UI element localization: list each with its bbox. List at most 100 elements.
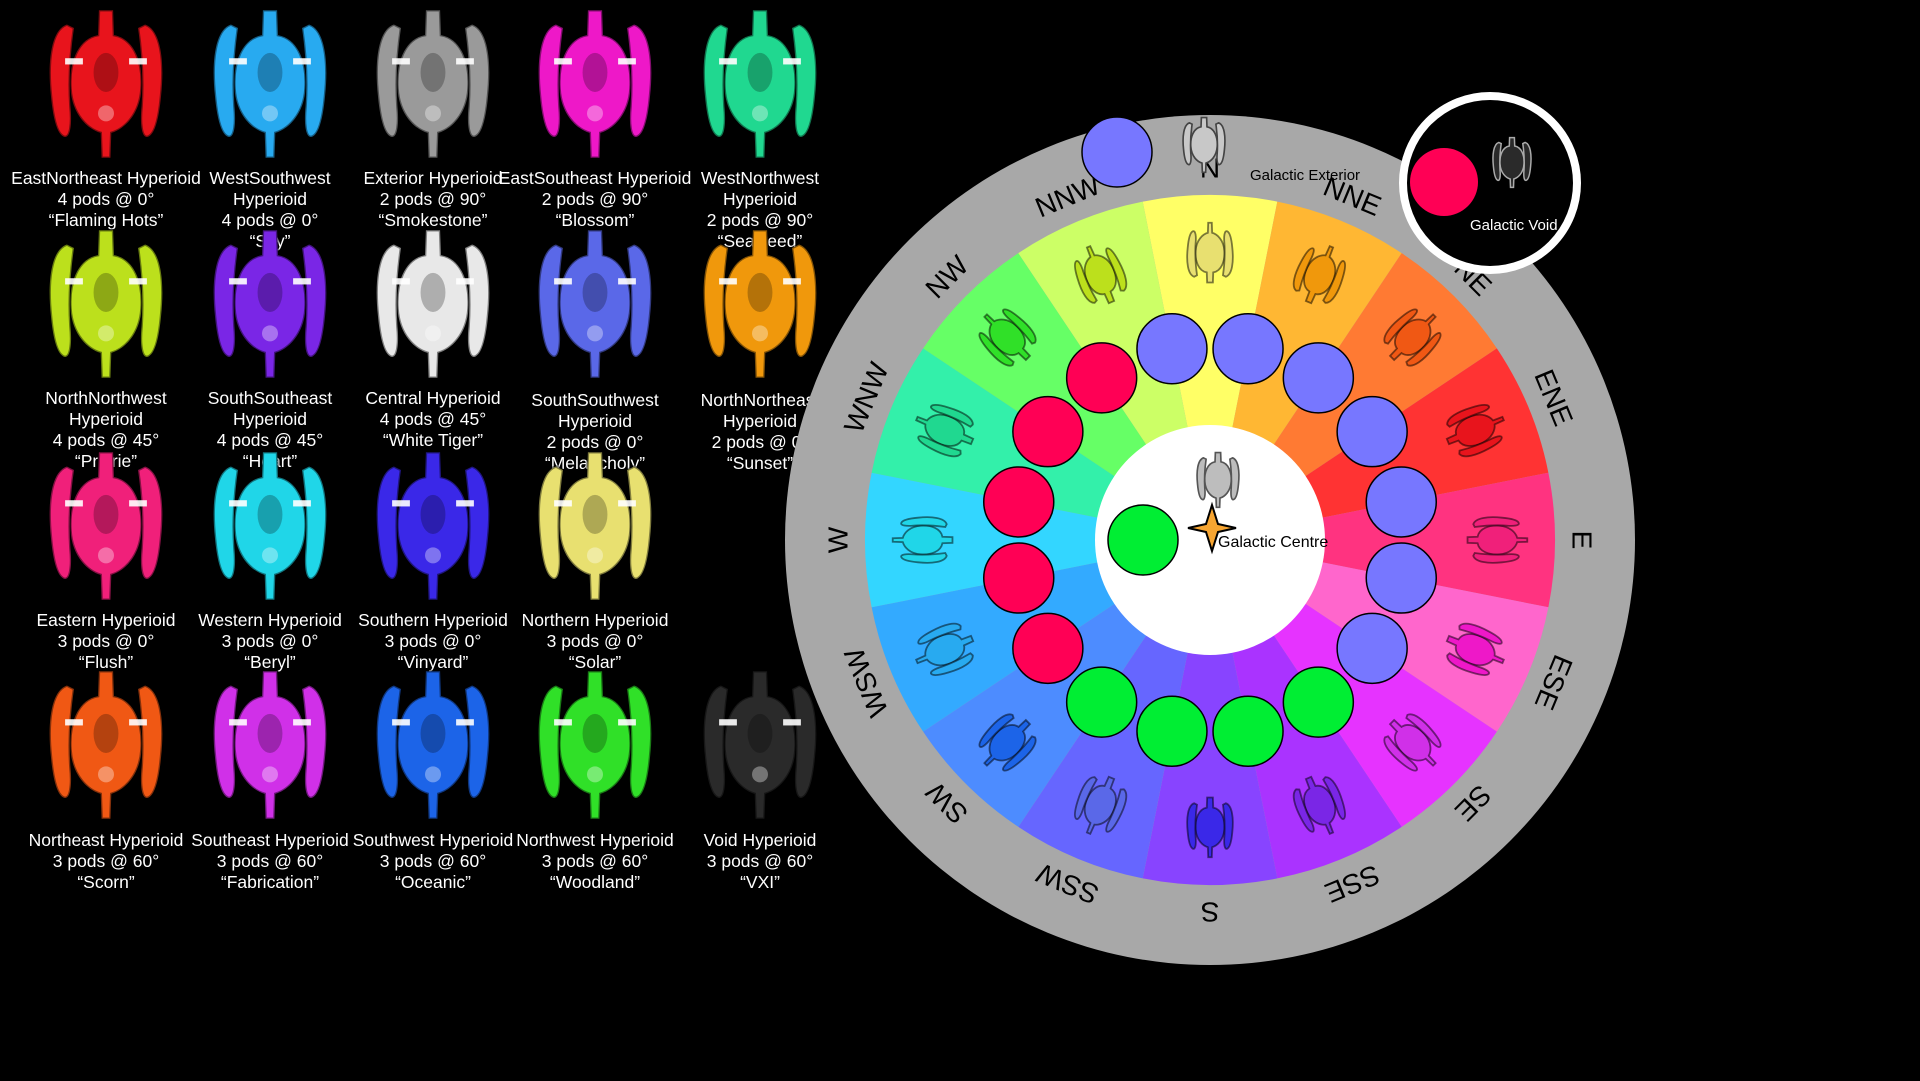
hyperioid-nickname: “Woodland” bbox=[549, 872, 641, 892]
hyperioid-pods: 3 pods @ 60° bbox=[541, 851, 649, 871]
territory-circle bbox=[1212, 695, 1284, 768]
hyperioid-nickname: “Sunset” bbox=[726, 453, 794, 473]
central-ship-icon bbox=[1196, 451, 1240, 509]
hyperioid-pods: 4 pods @ 0° bbox=[57, 189, 155, 209]
territory-circle bbox=[1282, 666, 1355, 738]
hyperioid-card: Southeast Hyperioid 3 pods @ 60° “Fabricat… bbox=[172, 665, 368, 893]
galactic-exterior-circle bbox=[1081, 116, 1153, 188]
hyperioid-name: EastNortheast Hyperioid bbox=[11, 168, 201, 188]
hyperioid-name: NorthNorthwest Hyperioid bbox=[45, 388, 167, 429]
hyperioid-nickname: “Fabrication” bbox=[220, 872, 320, 892]
hyperioid-pods: 4 pods @ 45° bbox=[379, 409, 487, 429]
hyperioid-nickname: “Solar” bbox=[568, 652, 622, 672]
galactic-exterior-label: Galactic Exterior bbox=[1250, 167, 1360, 184]
hyperioid-name: Southern Hyperioid bbox=[358, 610, 508, 630]
hyperioid-pods: 2 pods @ 90° bbox=[541, 189, 649, 209]
territory-circle bbox=[1012, 395, 1084, 468]
territory-circle bbox=[1012, 612, 1084, 685]
hyperioid-name: SouthSoutheast Hyperioid bbox=[207, 388, 333, 429]
galactic-centre-circle bbox=[1107, 504, 1179, 576]
hyperioid-nickname: “Smokestone” bbox=[378, 210, 488, 230]
hyperioid-name: Northeast Hyperioid bbox=[28, 830, 184, 850]
hyperioid-name: SouthSouthwest Hyperioid bbox=[531, 390, 659, 431]
hyperioid-ship-icon bbox=[702, 228, 818, 380]
hyperioid-nickname: “Blossom” bbox=[555, 210, 635, 230]
hyperioid-name: NorthNortheast Hyperioid bbox=[700, 390, 820, 431]
hyperioid-card: Southern Hyperioid 3 pods @ 0° “Vinyard” bbox=[335, 446, 531, 673]
direction-ship-w bbox=[891, 516, 954, 564]
hyperioid-name: Western Hyperioid bbox=[198, 610, 342, 630]
hyperioid-name: Southeast Hyperioid bbox=[191, 830, 349, 850]
direction-ship-e bbox=[1466, 516, 1529, 564]
hyperioid-name: Northern Hyperioid bbox=[521, 610, 669, 630]
direction-ship-n bbox=[1186, 221, 1234, 284]
hyperioid-ship-icon bbox=[375, 669, 491, 821]
hyperioid-name: WestNorthwest Hyperioid bbox=[700, 168, 820, 209]
hyperioid-pods: 4 pods @ 45° bbox=[52, 430, 160, 450]
territory-circle bbox=[982, 466, 1055, 538]
hyperioid-nickname: “VXI” bbox=[740, 872, 780, 892]
territory-circle bbox=[1212, 312, 1284, 385]
exterior-ship-icon bbox=[1182, 116, 1226, 174]
hyperioid-nickname: “White Tiger” bbox=[382, 430, 484, 450]
hyperioid-ship-icon bbox=[375, 450, 491, 602]
hyperioid-nickname: “Scorn” bbox=[77, 872, 135, 892]
hyperioid-name: EastSoutheast Hyperioid bbox=[498, 168, 692, 188]
hyperioid-card: Northwest Hyperioid 3 pods @ 60° “Woodland… bbox=[497, 665, 693, 893]
hyperioid-pods: 2 pods @ 90° bbox=[379, 189, 487, 209]
hyperioid-card: Void Hyperioid 3 pods @ 60° “VXI” bbox=[662, 665, 858, 893]
hyperioid-ship-icon bbox=[537, 450, 653, 602]
hyperioid-catalog: EastNortheast Hyperioid 4 pods @ 0° “Flami… bbox=[8, 4, 858, 893]
hyperioid-card: Exterior Hyperioid 2 pods @ 90° “Smokeston… bbox=[335, 4, 531, 231]
hyperioid-ship-icon bbox=[212, 450, 328, 602]
territory-circle bbox=[1282, 342, 1355, 414]
hyperioid-ship-icon bbox=[537, 8, 653, 160]
hyperioid-name: Central Hyperioid bbox=[365, 388, 501, 408]
hyperioid-ship-icon bbox=[212, 669, 328, 821]
segment-w bbox=[864, 472, 1210, 608]
hyperioid-pods: 3 pods @ 0° bbox=[57, 631, 155, 651]
hyperioid-card: Southwest Hyperioid 3 pods @ 60° “Oceanic” bbox=[335, 665, 531, 893]
hyperioid-card: Northern Hyperioid 3 pods @ 0° “Solar” bbox=[497, 446, 693, 673]
hyperioid-pods: 4 pods @ 0° bbox=[221, 210, 319, 230]
hyperioid-ship-icon bbox=[48, 8, 164, 160]
galactic-void-zone bbox=[1399, 92, 1581, 274]
hyperioid-pods: 2 pods @ 0° bbox=[711, 432, 809, 452]
territory-circle bbox=[982, 542, 1055, 614]
hyperioid-nickname: “Flaming Hots” bbox=[48, 210, 164, 230]
hyperioid-ship-icon bbox=[537, 228, 653, 380]
hyperioid-card: Central Hyperioid 4 pods @ 45° “White Tige… bbox=[335, 224, 531, 451]
territory-circle bbox=[1365, 466, 1438, 538]
hyperioid-card: Eastern Hyperioid 3 pods @ 0° “Flush” bbox=[8, 446, 204, 673]
territory-circle bbox=[1365, 542, 1438, 614]
hyperioid-name: WestSouthwest Hyperioid bbox=[209, 168, 331, 209]
hyperioid-card: EastNortheast Hyperioid 4 pods @ 0° “Flami… bbox=[8, 4, 204, 231]
hyperioid-ship-icon bbox=[702, 669, 818, 821]
hyperioid-pods: 3 pods @ 0° bbox=[221, 631, 319, 651]
hyperioid-ship-icon bbox=[212, 8, 328, 160]
hyperioid-name: Eastern Hyperioid bbox=[36, 610, 176, 630]
hyperioid-pods: 2 pods @ 90° bbox=[706, 210, 814, 230]
hyperioid-pods: 3 pods @ 60° bbox=[706, 851, 814, 871]
direction-ship-s bbox=[1186, 796, 1234, 859]
galactic-void-circle bbox=[1410, 148, 1478, 216]
hyperioid-pods: 3 pods @ 0° bbox=[384, 631, 482, 651]
hyperioid-nickname: “Oceanic” bbox=[395, 872, 471, 892]
territory-circle bbox=[1065, 342, 1138, 414]
hyperioid-nickname: “Vinyard” bbox=[397, 652, 469, 672]
hyperioid-pods: 2 pods @ 0° bbox=[546, 432, 644, 452]
hyperioid-ship-icon bbox=[375, 228, 491, 380]
territory-circle bbox=[1136, 312, 1208, 385]
hyperioid-nickname: “Flush” bbox=[78, 652, 134, 672]
hyperioid-pods: 3 pods @ 0° bbox=[546, 631, 644, 651]
territory-circle bbox=[1336, 612, 1408, 685]
hyperioid-pods: 3 pods @ 60° bbox=[216, 851, 324, 871]
hyperioid-ship-icon bbox=[48, 450, 164, 602]
hyperioid-card: Western Hyperioid 3 pods @ 0° “Beryl” bbox=[172, 446, 368, 673]
galactic-void-label: Galactic Void bbox=[1470, 217, 1558, 234]
hyperioid-pods: 4 pods @ 45° bbox=[216, 430, 324, 450]
territory-circle bbox=[1065, 666, 1138, 738]
direction-label-w: W bbox=[823, 526, 854, 553]
segment-n bbox=[1142, 195, 1278, 541]
